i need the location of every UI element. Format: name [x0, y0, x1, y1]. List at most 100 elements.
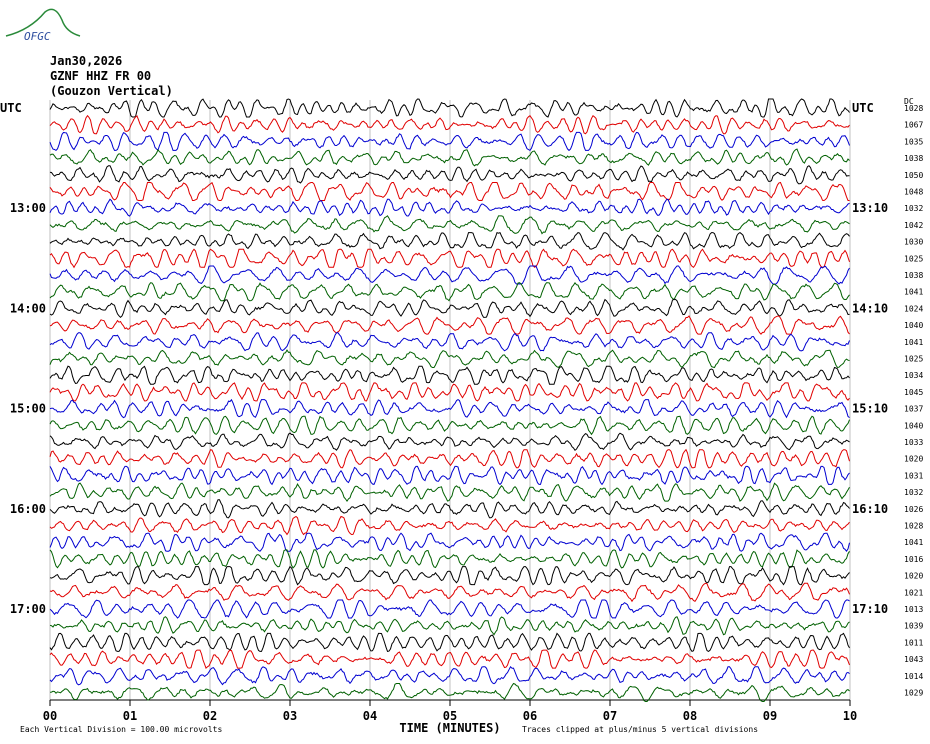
dc-value: 1030	[904, 238, 923, 247]
trace	[49, 649, 850, 669]
dc-value: 1031	[904, 471, 923, 480]
trace	[49, 315, 850, 335]
x-tick-label: 10	[843, 709, 857, 723]
dc-value: 1032	[904, 204, 923, 213]
trace	[49, 499, 850, 519]
dc-value: 1021	[904, 588, 923, 597]
dc-value: 1011	[904, 638, 923, 647]
trace	[49, 282, 850, 302]
x-tick-label: 01	[123, 709, 137, 723]
dc-value: 1020	[904, 455, 923, 464]
trace	[49, 382, 850, 402]
dc-value: 1040	[904, 321, 923, 330]
right-time-label: 14:10	[852, 301, 888, 315]
trace	[49, 532, 850, 553]
right-time-label: UTC	[852, 101, 874, 115]
trace	[49, 248, 850, 269]
dc-value: 1014	[904, 672, 923, 681]
x-tick-label: 02	[203, 709, 217, 723]
trace	[49, 265, 850, 285]
dc-header: DC	[904, 97, 914, 106]
dc-value: 1045	[904, 388, 923, 397]
station: GZNF HHZ FR 00	[50, 69, 151, 83]
left-time-label: 13:00	[10, 201, 46, 215]
dc-value: 1025	[904, 355, 923, 364]
trace	[49, 549, 850, 569]
dc-value: 1043	[904, 655, 923, 664]
logo-shape	[5, 8, 81, 37]
date: Jan30,2026	[50, 54, 122, 68]
trace	[49, 114, 850, 135]
logo-text: OFGC	[24, 30, 51, 43]
dc-value: 1029	[904, 689, 923, 698]
dc-value: 1041	[904, 538, 923, 547]
trace	[49, 215, 850, 235]
left-time-label: UTC	[0, 101, 22, 115]
dc-value: 1033	[904, 438, 923, 447]
trace	[49, 515, 850, 536]
trace	[49, 98, 850, 118]
dc-value: 1041	[904, 338, 923, 347]
dc-value: 1025	[904, 254, 923, 263]
dc-value: 1034	[904, 371, 923, 380]
x-tick-label: 00	[43, 709, 57, 723]
dc-value: 1067	[904, 121, 923, 130]
trace	[49, 365, 850, 385]
trace	[49, 148, 850, 167]
dc-value: 1024	[904, 304, 923, 313]
trace	[49, 298, 850, 318]
dc-value: 1032	[904, 488, 923, 497]
trace	[49, 432, 850, 452]
trace	[49, 632, 850, 653]
x-tick-label: 06	[523, 709, 537, 723]
footer-left: Each Vertical Division = 100.00 microvol…	[20, 725, 222, 734]
dc-value: 1020	[904, 572, 923, 581]
x-tick-label: 08	[683, 709, 697, 723]
trace	[49, 616, 850, 636]
trace	[49, 198, 850, 217]
trace	[49, 599, 850, 619]
dc-value: 1041	[904, 288, 923, 297]
dc-value: 1038	[904, 271, 923, 280]
trace	[49, 165, 850, 185]
trace	[49, 665, 850, 686]
dc-value: 1026	[904, 505, 923, 514]
right-time-label: 13:10	[852, 201, 888, 215]
trace	[49, 181, 850, 202]
dc-value: 1013	[904, 605, 923, 614]
x-tick-label: 04	[363, 709, 377, 723]
dc-value: 1016	[904, 555, 923, 564]
x-axis-label: TIME (MINUTES)	[399, 721, 500, 735]
right-time-label: 16:10	[852, 502, 888, 516]
trace	[49, 231, 850, 251]
x-tick-label: 07	[603, 709, 617, 723]
trace	[49, 482, 850, 503]
trace	[49, 332, 850, 352]
trace	[49, 131, 850, 152]
location: (Gouzon Vertical)	[50, 84, 173, 98]
trace	[49, 448, 850, 469]
dc-value: 1048	[904, 188, 923, 197]
trace	[49, 398, 850, 419]
x-tick-label: 03	[283, 709, 297, 723]
left-time-label: 14:00	[10, 301, 46, 315]
trace	[49, 465, 850, 486]
left-time-label: 16:00	[10, 502, 46, 516]
dc-value: 1050	[904, 171, 923, 180]
dc-value: 1042	[904, 221, 923, 230]
right-time-label: 17:10	[852, 602, 888, 616]
trace	[49, 682, 850, 702]
dc-value: 1035	[904, 137, 923, 146]
right-time-label: 15:10	[852, 402, 888, 416]
dc-value: 1028	[904, 522, 923, 531]
trace	[49, 415, 850, 436]
left-time-label: 15:00	[10, 402, 46, 416]
x-tick-label: 09	[763, 709, 777, 723]
trace	[49, 565, 850, 586]
left-time-label: 17:00	[10, 602, 46, 616]
footer-right: Traces clipped at plus/minus 5 vertical …	[522, 725, 758, 734]
dc-value: 1037	[904, 405, 923, 414]
dc-value: 1039	[904, 622, 923, 631]
